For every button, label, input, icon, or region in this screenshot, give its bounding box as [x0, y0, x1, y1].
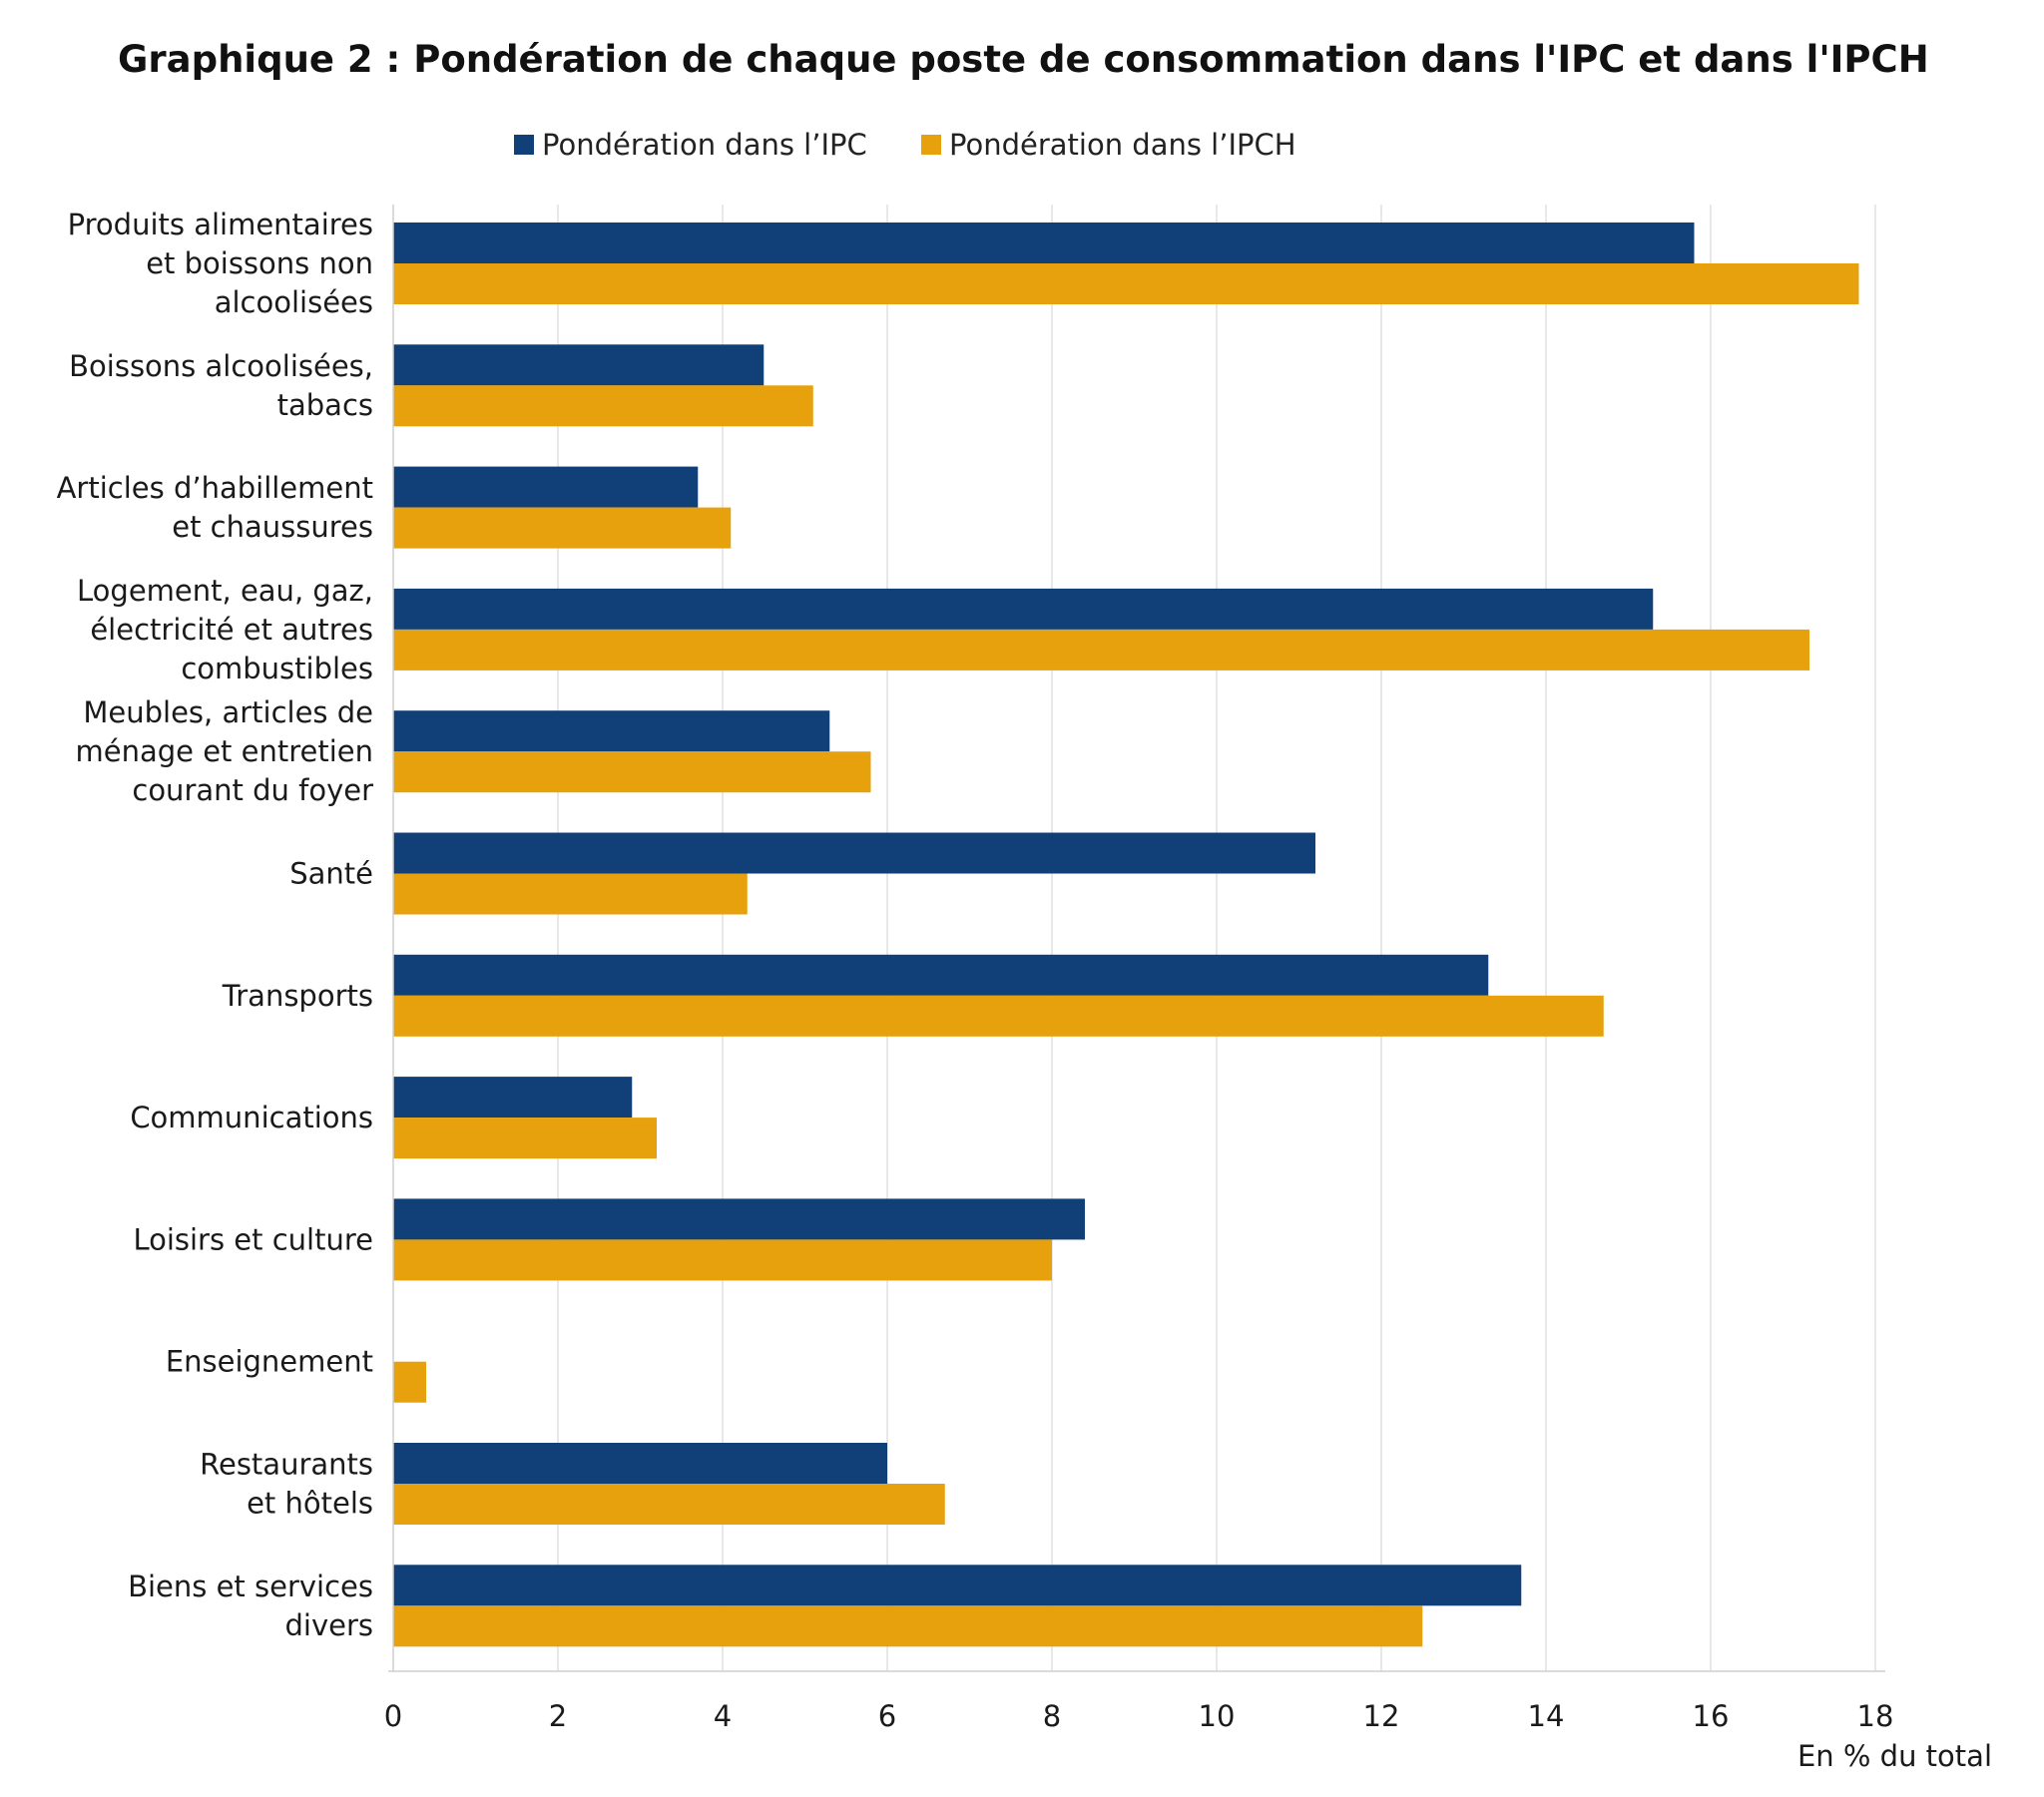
bar-ipch [393, 751, 871, 793]
category-label: Restaurants et hôtels [200, 1448, 373, 1521]
bar-ipch [393, 1484, 945, 1525]
x-axis-unit-label: En % du total [1797, 1739, 1992, 1773]
gridlines [557, 205, 1876, 1671]
x-tick-label: 14 [1528, 1699, 1565, 1733]
category-label: Santé [289, 857, 373, 891]
bar-ipc [393, 344, 765, 386]
x-axis: 0 2 4 6 8 10 12 14 16 18 [384, 205, 1894, 1733]
bar-ipch [393, 1361, 426, 1403]
legend-label: Pondération dans l’IPCH [949, 128, 1296, 162]
bar-ipch [393, 1239, 1052, 1281]
category-label: Loisirs et culture [133, 1222, 373, 1256]
legend-swatch-ipch [921, 135, 941, 155]
bar-ipc [393, 588, 1654, 630]
bar-ipc [393, 1565, 1522, 1606]
x-tick-label: 16 [1693, 1699, 1730, 1733]
bars [393, 223, 1859, 1647]
x-tick-label: 10 [1199, 1699, 1236, 1733]
bar-ipch [393, 1605, 1423, 1647]
x-tick-label: 12 [1363, 1699, 1400, 1733]
x-tick-label: 8 [1043, 1699, 1061, 1733]
bar-ipc [393, 954, 1489, 996]
bar-ipc [393, 223, 1695, 263]
bar-ipc [393, 832, 1315, 874]
category-label: Enseignement [166, 1345, 373, 1379]
bar-ipch [393, 385, 813, 427]
category-label: Biens et services divers [128, 1570, 373, 1642]
category-label: Communications [130, 1101, 373, 1134]
category-label: Produits alimentaires et boissons non alco… [68, 208, 373, 319]
x-tick-label: 6 [878, 1699, 896, 1733]
bar-ipch [393, 263, 1859, 304]
bar-ipc [393, 466, 699, 508]
x-tick-label: 18 [1857, 1699, 1894, 1733]
x-tick-label: 0 [384, 1699, 402, 1733]
bar-ipch [393, 507, 732, 549]
category-label: Boissons alcoolisées, tabacs [69, 349, 373, 422]
x-tick-label: 2 [549, 1699, 567, 1733]
bar-ipc [393, 1443, 887, 1484]
category-label: Meubles, articles de ménage et entretien c… [75, 695, 373, 807]
category-label: Transports [222, 979, 373, 1013]
legend-label: Pondération dans l’IPC [542, 128, 867, 162]
bar-ipch [393, 1118, 657, 1159]
legend: Pondération dans l’IPC Pondération dans l… [514, 128, 1296, 162]
bar-ipc [393, 710, 830, 752]
category-label: Logement, eau, gaz, électricité et autres… [77, 574, 373, 685]
category-labels: Produits alimentaires et boissons non alco… [57, 208, 373, 1642]
bar-ipch [393, 873, 748, 915]
bar-ipc [393, 1198, 1085, 1240]
bar-ipch [393, 629, 1809, 671]
bar-ipc [393, 1077, 633, 1119]
category-label: Articles d’habillement et chaussures [57, 471, 373, 544]
legend-swatch-ipc [514, 135, 534, 155]
chart-title: Graphique 2 : Pondération de chaque post… [118, 38, 1929, 81]
bar-ipch [393, 995, 1604, 1037]
x-tick-label: 4 [714, 1699, 732, 1733]
